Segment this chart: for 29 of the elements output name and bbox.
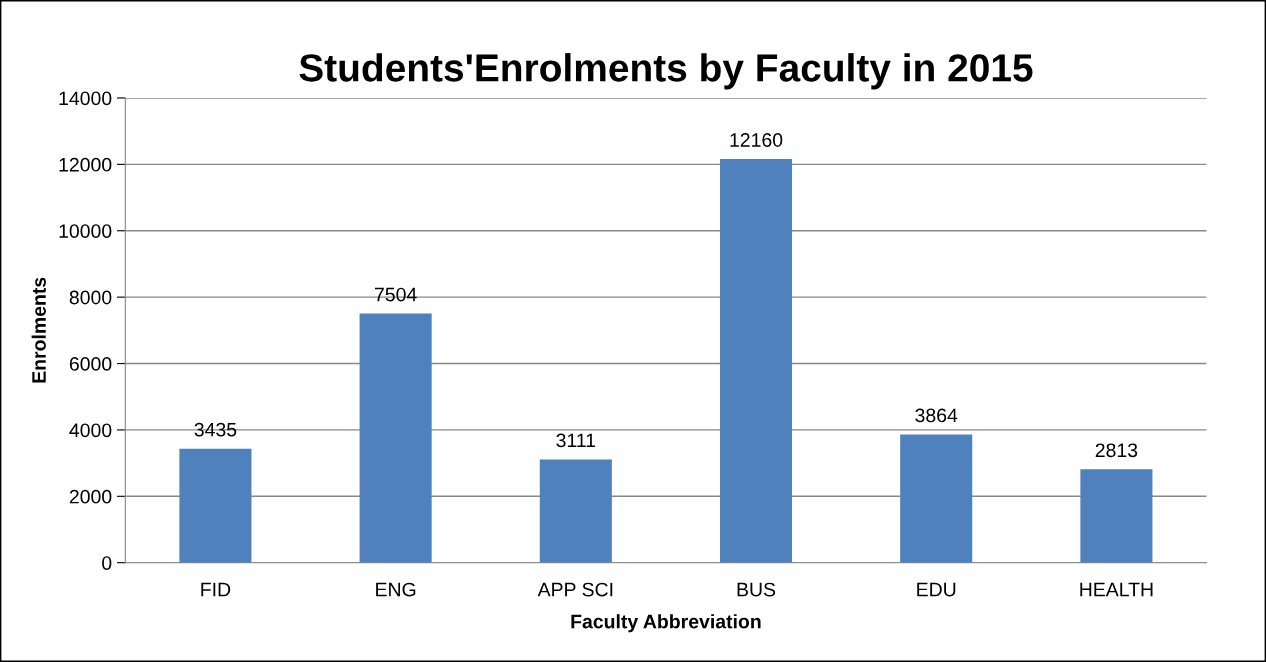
y-tick-label: 4000 (69, 423, 112, 438)
y-tick-label: 8000 (69, 290, 112, 305)
data-label: 3864 (915, 408, 958, 423)
bar (359, 313, 432, 563)
bar (539, 459, 612, 563)
x-axis-title: Faculty Abbreviation (571, 614, 761, 633)
x-tick-label: BUS (737, 582, 776, 597)
data-label: 12160 (730, 133, 783, 147)
x-tick-label: ENG (376, 582, 416, 597)
bar (900, 434, 973, 563)
x-tick-label: EDU (917, 582, 956, 597)
data-label: 3435 (194, 422, 237, 437)
bar (1080, 469, 1153, 563)
data-label: 3111 (556, 433, 596, 448)
y-tick-label: 0 (102, 556, 112, 570)
data-label: 7504 (375, 287, 417, 302)
bar (719, 159, 793, 563)
x-tick-label: FID (201, 582, 231, 597)
y-tick-label: 2000 (69, 489, 112, 504)
x-tick-label: HEALTH (1080, 582, 1153, 597)
x-tick-label: APP SCI (537, 582, 613, 597)
y-tick-label: 10000 (59, 224, 112, 238)
y-tick-label: 12000 (59, 157, 112, 172)
y-tick-label: 6000 (69, 357, 112, 371)
y-tick-label: 14000 (59, 91, 112, 106)
y-axis-title: Enrolments (31, 277, 46, 383)
data-label: 2813 (1095, 443, 1138, 458)
chart-title: Students'Enrolments by Faculty in 2015 (299, 53, 1033, 90)
bar (179, 448, 252, 563)
